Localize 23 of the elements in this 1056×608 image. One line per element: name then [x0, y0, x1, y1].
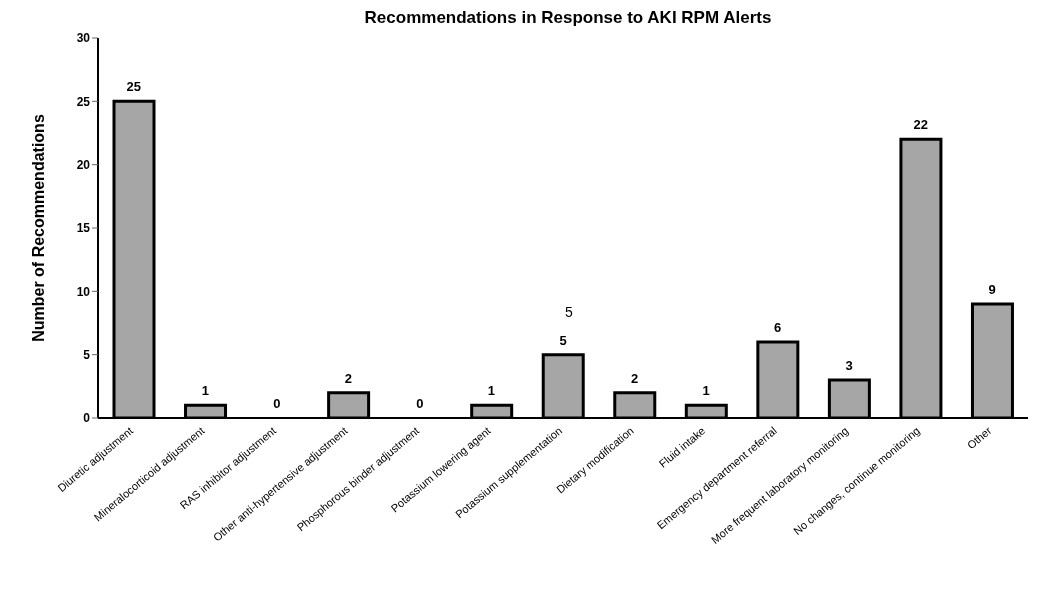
- data-label: 3: [845, 358, 853, 373]
- y-tick-label: 10: [76, 284, 91, 299]
- data-label: 5: [559, 332, 567, 348]
- y-tick-label: 25: [76, 94, 91, 109]
- data-label: 6: [774, 320, 782, 335]
- annotation: 5: [565, 304, 573, 320]
- data-label: 1: [702, 383, 710, 399]
- data-label: 22: [913, 117, 928, 133]
- y-tick-label: 5: [83, 347, 91, 362]
- data-label: 9: [988, 282, 996, 297]
- y-tick-label: 15: [76, 221, 91, 236]
- y-tick-label: 30: [76, 31, 91, 46]
- data-label: 0: [416, 396, 424, 411]
- data-label: 1: [487, 383, 496, 399]
- data-label: 2: [630, 370, 639, 386]
- y-tick-label: 0: [83, 411, 91, 426]
- data-label: 25: [126, 79, 141, 95]
- data-label: 0: [273, 396, 281, 411]
- chart-title: Recommendations in Response to AKI RPM Alerts: [363, 8, 773, 28]
- data-label: 1: [201, 383, 209, 399]
- data-label: 2: [344, 370, 352, 386]
- y-axis-title: Number of Recommendations: [29, 114, 47, 342]
- y-tick-label: 20: [76, 157, 91, 172]
